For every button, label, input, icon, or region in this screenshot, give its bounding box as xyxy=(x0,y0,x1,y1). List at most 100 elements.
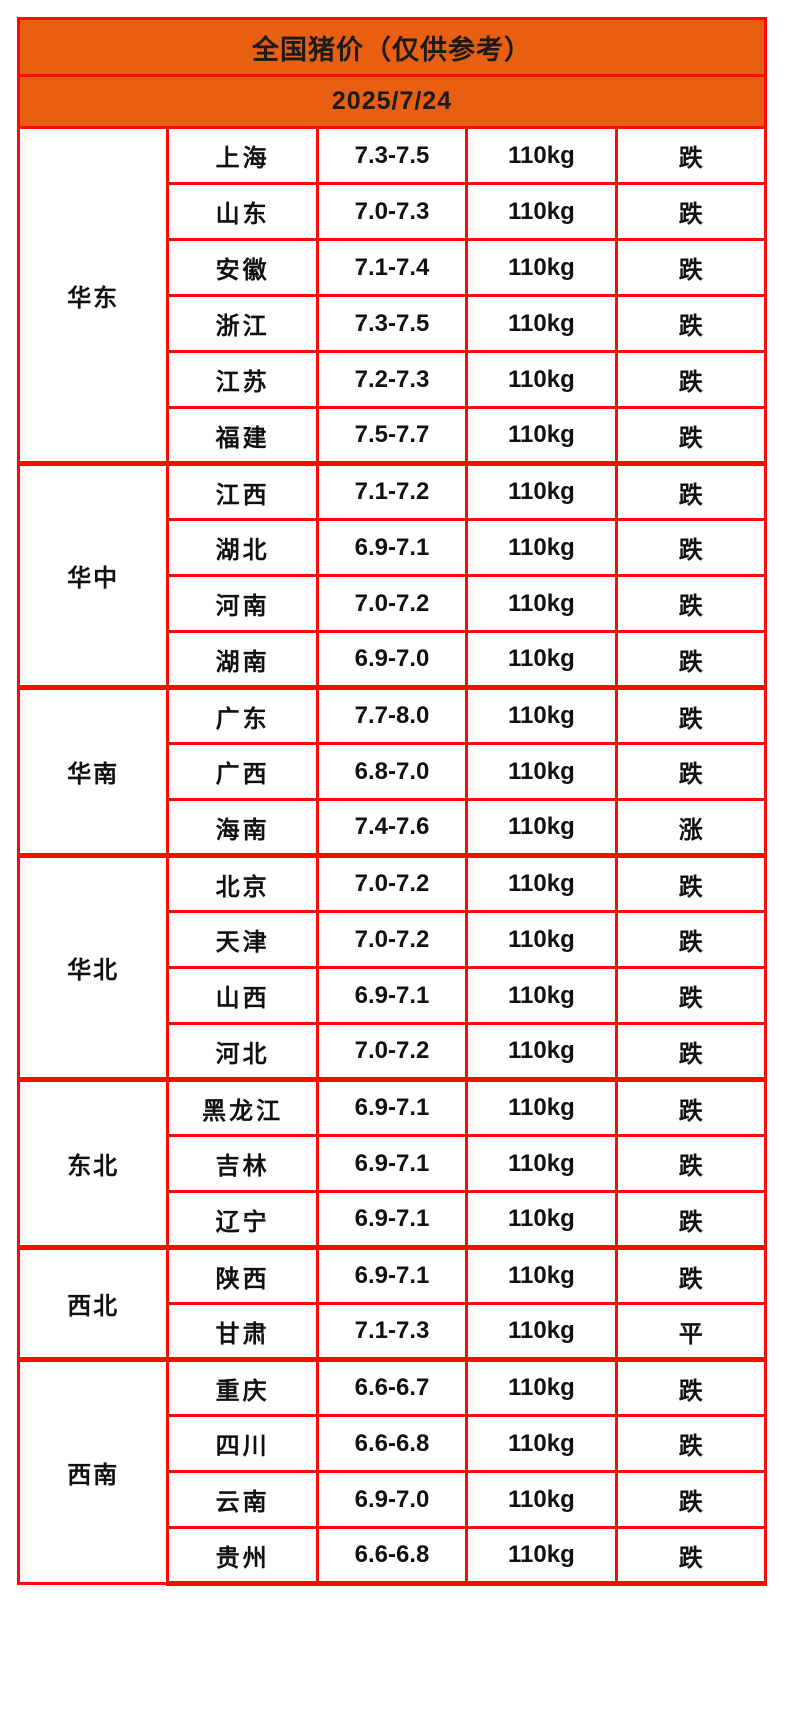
national-pig-price-table: 全国猪价（仅供参考） 2025/7/24 华东 上海 7.3-7.5 110kg 跌山东… xyxy=(16,17,768,1586)
table-row: 吉林 6.9-7.1 110kg 跌 xyxy=(19,1134,768,1193)
trend-cell: 跌 xyxy=(614,910,768,969)
weight-cell: 110kg xyxy=(465,685,618,745)
trend-cell: 跌 xyxy=(614,1414,768,1473)
weight-cell: 110kg xyxy=(465,574,618,633)
weight-cell: 110kg xyxy=(465,238,618,297)
price-cell: 6.9-7.0 xyxy=(315,1470,469,1529)
province-cell: 甘肃 xyxy=(166,1302,319,1362)
price-cell: 7.0-7.2 xyxy=(315,1022,469,1082)
price-cell: 6.6-6.8 xyxy=(315,1526,469,1586)
price-cell: 6.9-7.1 xyxy=(315,1190,469,1250)
region-cell: 东北 xyxy=(16,1077,170,1249)
province-cell: 上海 xyxy=(166,126,319,185)
weight-cell: 110kg xyxy=(465,1134,618,1193)
table-row: 贵州 6.6-6.8 110kg 跌 xyxy=(19,1526,768,1586)
province-cell: 辽宁 xyxy=(166,1190,319,1250)
trend-cell: 跌 xyxy=(614,1190,768,1250)
region-cell: 华北 xyxy=(16,853,170,1081)
title-row: 全国猪价（仅供参考） xyxy=(17,17,767,77)
weight-cell: 110kg xyxy=(465,406,618,466)
price-cell: 7.1-7.3 xyxy=(315,1302,469,1362)
weight-cell: 110kg xyxy=(465,461,618,521)
table-row: 福建 7.5-7.7 110kg 跌 xyxy=(19,406,768,466)
price-cell: 6.9-7.1 xyxy=(315,1134,469,1193)
report-date: 2025/7/24 xyxy=(17,74,767,129)
province-cell: 湖南 xyxy=(166,630,319,690)
table-row: 辽宁 6.9-7.1 110kg 跌 xyxy=(19,1190,768,1250)
weight-cell: 110kg xyxy=(465,742,618,801)
price-cell: 7.3-7.5 xyxy=(315,294,469,353)
trend-cell: 跌 xyxy=(614,1357,768,1417)
table-row: 浙江 7.3-7.5 110kg 跌 xyxy=(19,294,768,353)
weight-cell: 110kg xyxy=(465,1190,618,1250)
price-cell: 7.2-7.3 xyxy=(315,350,469,409)
trend-cell: 跌 xyxy=(614,1022,768,1082)
table-row: 东北 黑龙江 6.9-7.1 110kg 跌 xyxy=(16,1077,768,1249)
province-cell: 浙江 xyxy=(166,294,319,353)
weight-cell: 110kg xyxy=(465,350,618,409)
region-cell: 华南 xyxy=(16,685,170,857)
province-cell: 广东 xyxy=(166,685,319,745)
price-cell: 7.1-7.4 xyxy=(315,238,469,297)
province-cell: 北京 xyxy=(166,853,319,913)
weight-cell: 110kg xyxy=(465,853,618,913)
trend-cell: 跌 xyxy=(614,685,768,745)
weight-cell: 110kg xyxy=(465,294,618,353)
table-row: 四川 6.6-6.8 110kg 跌 xyxy=(19,1414,768,1473)
pig-price-sheet: 全国猪价（仅供参考） 2025/7/24 华东 上海 7.3-7.5 110kg 跌山东… xyxy=(16,17,768,1695)
table-body: 全国猪价（仅供参考） 2025/7/24 华东 上海 7.3-7.5 110kg 跌山东… xyxy=(16,17,768,1586)
trend-cell: 跌 xyxy=(614,461,768,521)
price-cell: 7.0-7.2 xyxy=(315,910,469,969)
trend-cell: 跌 xyxy=(614,182,768,241)
table-row: 湖北 6.9-7.1 110kg 跌 xyxy=(19,518,768,577)
table-row: 华南 广东 7.7-8.0 110kg 跌 xyxy=(16,685,768,857)
trend-cell: 跌 xyxy=(614,1526,768,1586)
price-cell: 7.4-7.6 xyxy=(315,798,469,858)
province-cell: 江西 xyxy=(166,461,319,521)
province-cell: 陕西 xyxy=(166,1245,319,1305)
price-cell: 6.9-7.1 xyxy=(315,518,469,577)
trend-cell: 跌 xyxy=(614,518,768,577)
weight-cell: 110kg xyxy=(465,966,618,1025)
trend-cell: 跌 xyxy=(614,742,768,801)
table-row: 山东 7.0-7.3 110kg 跌 xyxy=(19,182,768,241)
province-cell: 山西 xyxy=(166,966,319,1025)
price-cell: 7.0-7.2 xyxy=(315,853,469,913)
table-row: 山西 6.9-7.1 110kg 跌 xyxy=(19,966,768,1025)
table-row: 华北 北京 7.0-7.2 110kg 跌 xyxy=(16,853,768,1081)
trend-cell: 跌 xyxy=(614,574,768,633)
weight-cell: 110kg xyxy=(465,910,618,969)
table-row: 华东 上海 7.3-7.5 110kg 跌 xyxy=(16,126,768,465)
province-cell: 海南 xyxy=(166,798,319,858)
price-cell: 7.7-8.0 xyxy=(315,685,469,745)
weight-cell: 110kg xyxy=(465,182,618,241)
date-row: 2025/7/24 xyxy=(17,74,767,129)
province-cell: 四川 xyxy=(166,1414,319,1473)
table-row: 广西 6.8-7.0 110kg 跌 xyxy=(19,742,768,801)
trend-cell: 跌 xyxy=(614,853,768,913)
price-cell: 7.5-7.7 xyxy=(315,406,469,466)
weight-cell: 110kg xyxy=(465,1022,618,1082)
province-cell: 贵州 xyxy=(166,1526,319,1586)
price-cell: 6.6-6.7 xyxy=(315,1357,469,1417)
trend-cell: 跌 xyxy=(614,1134,768,1193)
price-cell: 6.9-7.0 xyxy=(315,630,469,690)
price-cell: 7.1-7.2 xyxy=(315,461,469,521)
table-row: 云南 6.9-7.0 110kg 跌 xyxy=(19,1470,768,1529)
price-cell: 7.0-7.3 xyxy=(315,182,469,241)
trend-cell: 跌 xyxy=(614,126,768,185)
province-cell: 广西 xyxy=(166,742,319,801)
trend-cell: 跌 xyxy=(614,1245,768,1305)
province-cell: 吉林 xyxy=(166,1134,319,1193)
province-cell: 黑龙江 xyxy=(166,1077,319,1137)
weight-cell: 110kg xyxy=(465,630,618,690)
trend-cell: 涨 xyxy=(614,798,768,858)
trend-cell: 跌 xyxy=(614,1077,768,1137)
weight-cell: 110kg xyxy=(465,1302,618,1362)
page-title: 全国猪价（仅供参考） xyxy=(17,17,767,77)
trend-cell: 跌 xyxy=(614,1470,768,1529)
price-cell: 6.8-7.0 xyxy=(315,742,469,801)
weight-cell: 110kg xyxy=(465,1245,618,1305)
province-cell: 河南 xyxy=(166,574,319,633)
table-row: 西南 重庆 6.6-6.7 110kg 跌 xyxy=(16,1357,768,1585)
